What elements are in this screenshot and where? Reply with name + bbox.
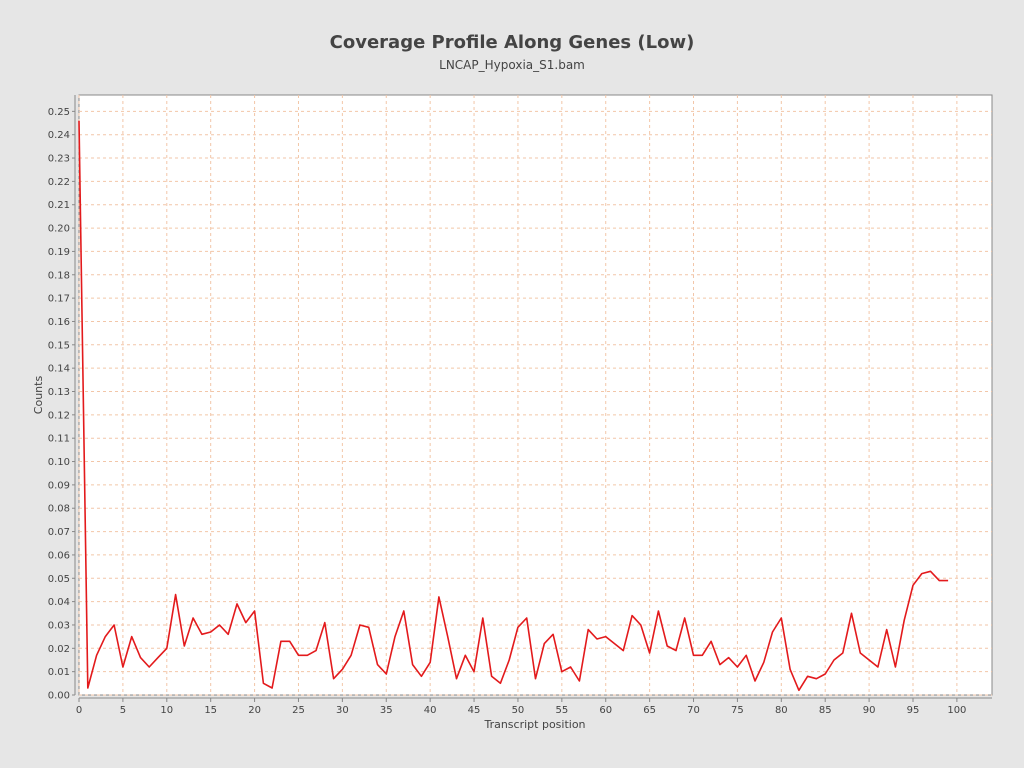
y-tick-label: 0.00 xyxy=(48,691,70,702)
y-tick-label: 0.08 xyxy=(48,504,70,515)
y-tick-label: 0.04 xyxy=(48,597,70,608)
plot-area xyxy=(78,94,993,696)
y-tick-label: 0.15 xyxy=(48,340,70,351)
x-tick-label: 55 xyxy=(555,705,568,716)
y-tick-label: 0.23 xyxy=(48,154,70,165)
y-tick-label: 0.07 xyxy=(48,527,70,538)
y-tick-label: 0.12 xyxy=(48,410,70,421)
series-line-0 xyxy=(78,120,949,692)
x-tick-label: 20 xyxy=(248,705,261,716)
chart-subtitle: LNCAP_Hypoxia_S1.bam xyxy=(439,58,585,72)
y-tick-label: 0.17 xyxy=(48,294,70,305)
x-tick-label: 100 xyxy=(947,705,966,716)
y-tick-label: 0.13 xyxy=(48,387,70,398)
x-tick-label: 35 xyxy=(380,705,393,716)
x-tick-label: 0 xyxy=(76,705,82,716)
y-tick-label: 0.22 xyxy=(48,177,70,188)
y-tick-label: 0.25 xyxy=(48,107,70,118)
x-tick-label: 40 xyxy=(424,705,437,716)
y-tick-label: 0.01 xyxy=(48,667,70,678)
x-axis-ticks: 0 5 10 15 20 25 30 35 40 45 50 55 60 65 70 75 80 85 90 95 10… xyxy=(76,698,966,716)
x-tick-label: 85 xyxy=(819,705,832,716)
x-tick-label: 80 xyxy=(775,705,788,716)
y-tick-label: 0.19 xyxy=(48,247,70,258)
x-tick-label: 95 xyxy=(907,705,920,716)
y-tick-label: 0.10 xyxy=(48,457,70,468)
x-tick-label: 15 xyxy=(204,705,217,716)
y-axis-ticks: 0.00 0.01 0.02 0.03 0.04 0.05 0.06 0.07 0.08 0.09… xyxy=(48,107,75,702)
x-tick-label: 25 xyxy=(292,705,305,716)
x-tick-label: 45 xyxy=(468,705,481,716)
series-layer xyxy=(78,120,949,692)
y-tick-label: 0.14 xyxy=(48,364,70,375)
x-tick-label: 5 xyxy=(120,705,126,716)
x-tick-label: 50 xyxy=(512,705,525,716)
y-tick-label: 0.06 xyxy=(48,550,70,561)
y-tick-label: 0.24 xyxy=(48,130,70,141)
y-tick-label: 0.05 xyxy=(48,574,70,585)
y-tick-label: 0.09 xyxy=(48,480,70,491)
x-tick-label: 60 xyxy=(599,705,612,716)
grid xyxy=(78,95,992,696)
x-tick-label: 90 xyxy=(863,705,876,716)
x-axis-label: Transcript position xyxy=(483,718,585,731)
y-tick-label: 0.11 xyxy=(48,434,70,445)
y-tick-label: 0.16 xyxy=(48,317,70,328)
y-tick-label: 0.03 xyxy=(48,620,70,631)
y-tick-label: 0.02 xyxy=(48,644,70,655)
y-axis-label: Counts xyxy=(32,376,45,415)
y-tick-label: 0.18 xyxy=(48,270,70,281)
chart-title: Coverage Profile Along Genes (Low) xyxy=(330,32,695,53)
x-tick-label: 30 xyxy=(336,705,349,716)
y-tick-label: 0.21 xyxy=(48,200,70,211)
x-tick-label: 65 xyxy=(643,705,656,716)
x-tick-label: 10 xyxy=(160,705,173,716)
x-tick-label: 70 xyxy=(687,705,700,716)
y-tick-label: 0.20 xyxy=(48,224,70,235)
x-tick-label: 75 xyxy=(731,705,744,716)
